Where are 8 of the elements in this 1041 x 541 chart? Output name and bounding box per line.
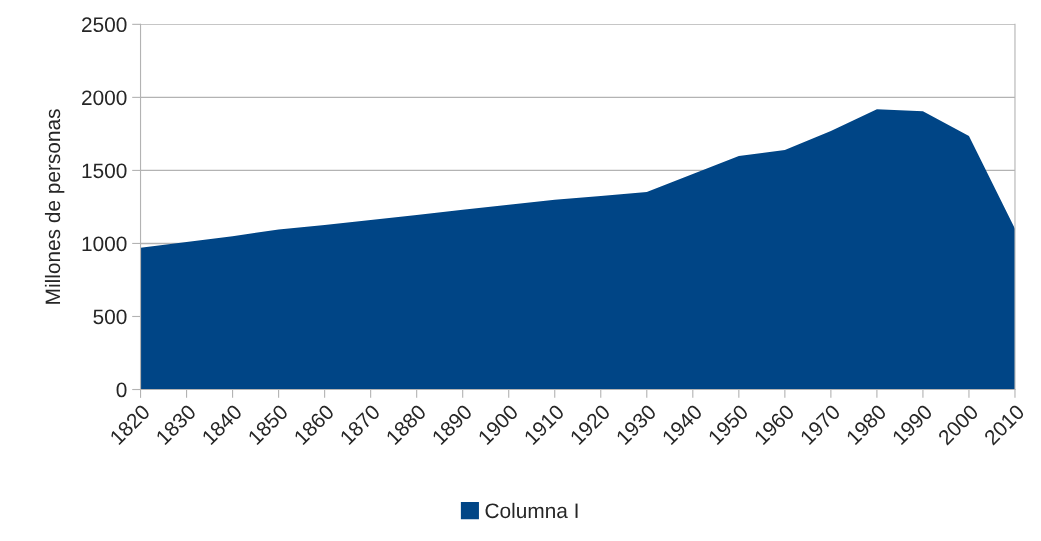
y-tick-label: 2000 [82,90,127,106]
y-tick-label: 500 [93,309,127,325]
y-tick-label: 1500 [82,163,127,179]
y-axis-title: Millones de personas [44,109,65,304]
legend-label: Columna I [485,502,578,519]
y-tick-label: 2500 [82,17,127,33]
y-tick-label: 0 [116,382,127,398]
y-tick-label: 1000 [82,236,127,252]
